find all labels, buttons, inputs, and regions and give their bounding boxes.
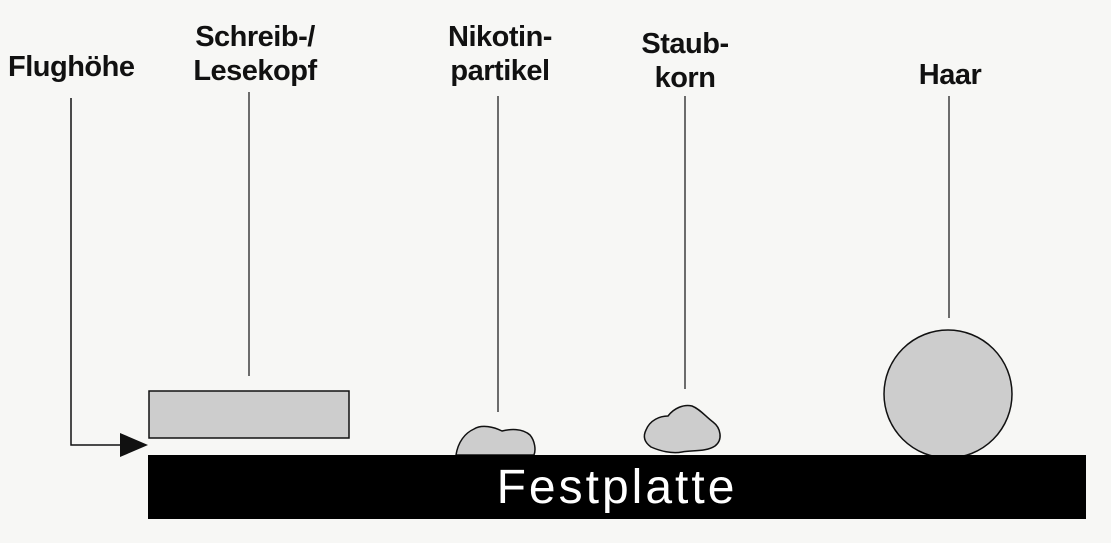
label-nikotin-line2: partikel [450, 55, 550, 87]
nikotinpartikel-shape [455, 425, 536, 456]
label-staub-line2: korn [654, 62, 716, 94]
staubkorn-shape [643, 404, 721, 454]
label-kopf-line2: Lesekopf [193, 55, 317, 87]
label-flughoehe: Flughöhe [8, 50, 135, 84]
label-nikotin-line1: Nikotin- [448, 21, 552, 53]
label-staub-line1: Staub- [641, 28, 729, 60]
haar-shape [883, 329, 1013, 459]
label-nikotinpartikel: Nikotin- partikel [430, 20, 570, 88]
festplatte-shape [148, 455, 1086, 519]
label-flughoehe-text: Flughöhe [8, 51, 135, 83]
label-haar: Haar [895, 58, 1005, 92]
schreib-lesekopf-shape [148, 390, 350, 439]
flughoehe-arrow-line [70, 98, 122, 446]
label-staubkorn: Staub- korn [625, 27, 745, 95]
label-haar-text: Haar [918, 59, 982, 91]
label-kopf-line1: Schreib-/ [195, 21, 315, 53]
label-schreib-lesekopf: Schreib-/ Lesekopf [180, 20, 330, 88]
flughoehe-arrowhead [120, 433, 148, 457]
festplatte-label: Festplatte [496, 460, 738, 514]
